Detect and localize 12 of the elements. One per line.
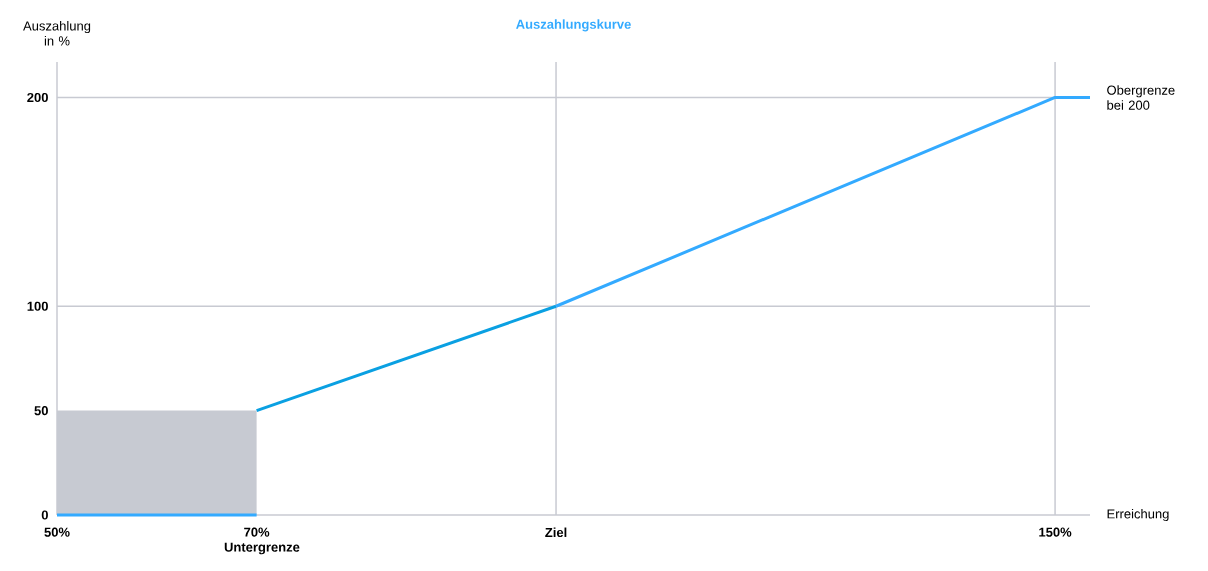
y-tick-label: 0 xyxy=(41,510,48,520)
x-tick-label: 150% xyxy=(1039,527,1072,537)
y-tick-label: 200 xyxy=(27,92,48,103)
x-tick-label: 50% xyxy=(44,527,70,537)
y-tick-label: 100 xyxy=(27,301,48,311)
x-tick-label: Ziel xyxy=(545,527,567,538)
chart-title: Auszahlungskurve xyxy=(516,19,631,32)
y-axis-title: Auszahlung in % xyxy=(23,20,91,46)
x-axis-title: Erreichung xyxy=(1107,508,1169,522)
x-tick-label: 70% Untergrenze xyxy=(224,527,300,555)
y-tick-label: 50 xyxy=(34,406,48,416)
annotation: Obergrenze bei 200 xyxy=(1107,85,1175,110)
